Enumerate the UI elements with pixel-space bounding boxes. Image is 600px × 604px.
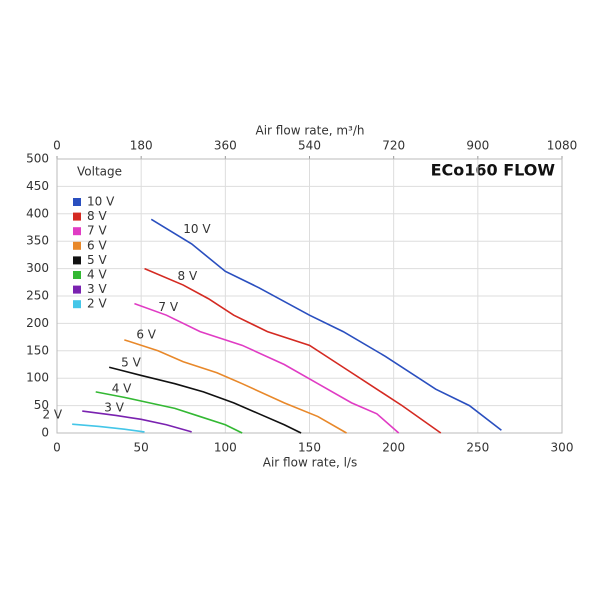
y-tick-label: 400 bbox=[26, 206, 49, 220]
x-tick-label: 0 bbox=[53, 441, 61, 455]
x2-axis-label: Air flow rate, m³/h bbox=[256, 124, 365, 138]
series-line bbox=[95, 391, 243, 434]
series-line bbox=[124, 339, 347, 434]
x-tick-label: 300 bbox=[551, 441, 574, 455]
y-tick-label: 250 bbox=[26, 289, 49, 303]
legend-label: 10 V bbox=[87, 195, 115, 209]
legend-swatch bbox=[73, 300, 81, 309]
legend-swatch bbox=[73, 256, 81, 265]
chart-title: ECo160 FLOW bbox=[431, 161, 556, 180]
y-tick-label: 0 bbox=[41, 426, 49, 440]
line-label: 2 V bbox=[42, 408, 62, 422]
x2-tick-label: 900 bbox=[466, 139, 489, 153]
line-label: 5 V bbox=[121, 356, 141, 370]
line-label: 6 V bbox=[136, 327, 156, 341]
y-tick-label: 450 bbox=[26, 179, 49, 193]
legend-label: 5 V bbox=[87, 253, 107, 267]
x-tick-label: 200 bbox=[382, 441, 405, 455]
x2-tick-label: 1080 bbox=[547, 139, 578, 153]
x-axis-label: Air flow rate, l/s bbox=[263, 456, 357, 470]
line-label: 4 V bbox=[112, 381, 132, 395]
legend-label: 7 V bbox=[87, 224, 107, 238]
x2-tick-label: 540 bbox=[298, 139, 321, 153]
legend-swatch bbox=[73, 285, 81, 294]
x-tick-label: 150 bbox=[298, 441, 321, 455]
line-label: 10 V bbox=[183, 222, 211, 236]
legend-label: 3 V bbox=[87, 282, 107, 296]
y-tick-label: 500 bbox=[26, 152, 49, 166]
series-line bbox=[134, 302, 400, 434]
y-tick-label: 50 bbox=[34, 398, 49, 412]
x2-tick-label: 360 bbox=[214, 139, 237, 153]
x2-tick-label: 0 bbox=[53, 139, 61, 153]
line-label: 3 V bbox=[104, 401, 124, 415]
legend-label: 8 V bbox=[87, 209, 107, 223]
legend-label: 2 V bbox=[87, 297, 107, 311]
series-line bbox=[144, 267, 442, 434]
line-label: 7 V bbox=[158, 300, 178, 314]
x2-tick-label: 180 bbox=[130, 139, 153, 153]
x-tick-label: 50 bbox=[134, 441, 149, 455]
legend-swatch bbox=[73, 198, 81, 206]
y-tick-label: 150 bbox=[26, 343, 49, 357]
series-line bbox=[108, 366, 302, 434]
y-tick-label: 350 bbox=[26, 234, 49, 248]
y-tick-label: 300 bbox=[26, 261, 49, 275]
x-tick-label: 100 bbox=[214, 441, 237, 455]
plot-frame bbox=[56, 158, 563, 434]
legend-title: Voltage bbox=[77, 165, 122, 179]
series-line bbox=[150, 218, 502, 431]
legend-swatch bbox=[73, 212, 81, 221]
x-tick-label: 250 bbox=[466, 441, 489, 455]
series-line bbox=[82, 410, 192, 433]
y-tick-label: 100 bbox=[26, 371, 49, 385]
legend-label: 4 V bbox=[87, 268, 107, 282]
x2-tick-label: 720 bbox=[382, 139, 405, 153]
legend-swatch bbox=[73, 227, 81, 236]
series-line bbox=[72, 423, 145, 433]
line-label: 8 V bbox=[178, 269, 198, 283]
legend-swatch bbox=[73, 241, 81, 250]
legend-label: 6 V bbox=[87, 238, 107, 252]
y-tick-label: 200 bbox=[26, 316, 49, 330]
legend-swatch bbox=[73, 271, 81, 279]
